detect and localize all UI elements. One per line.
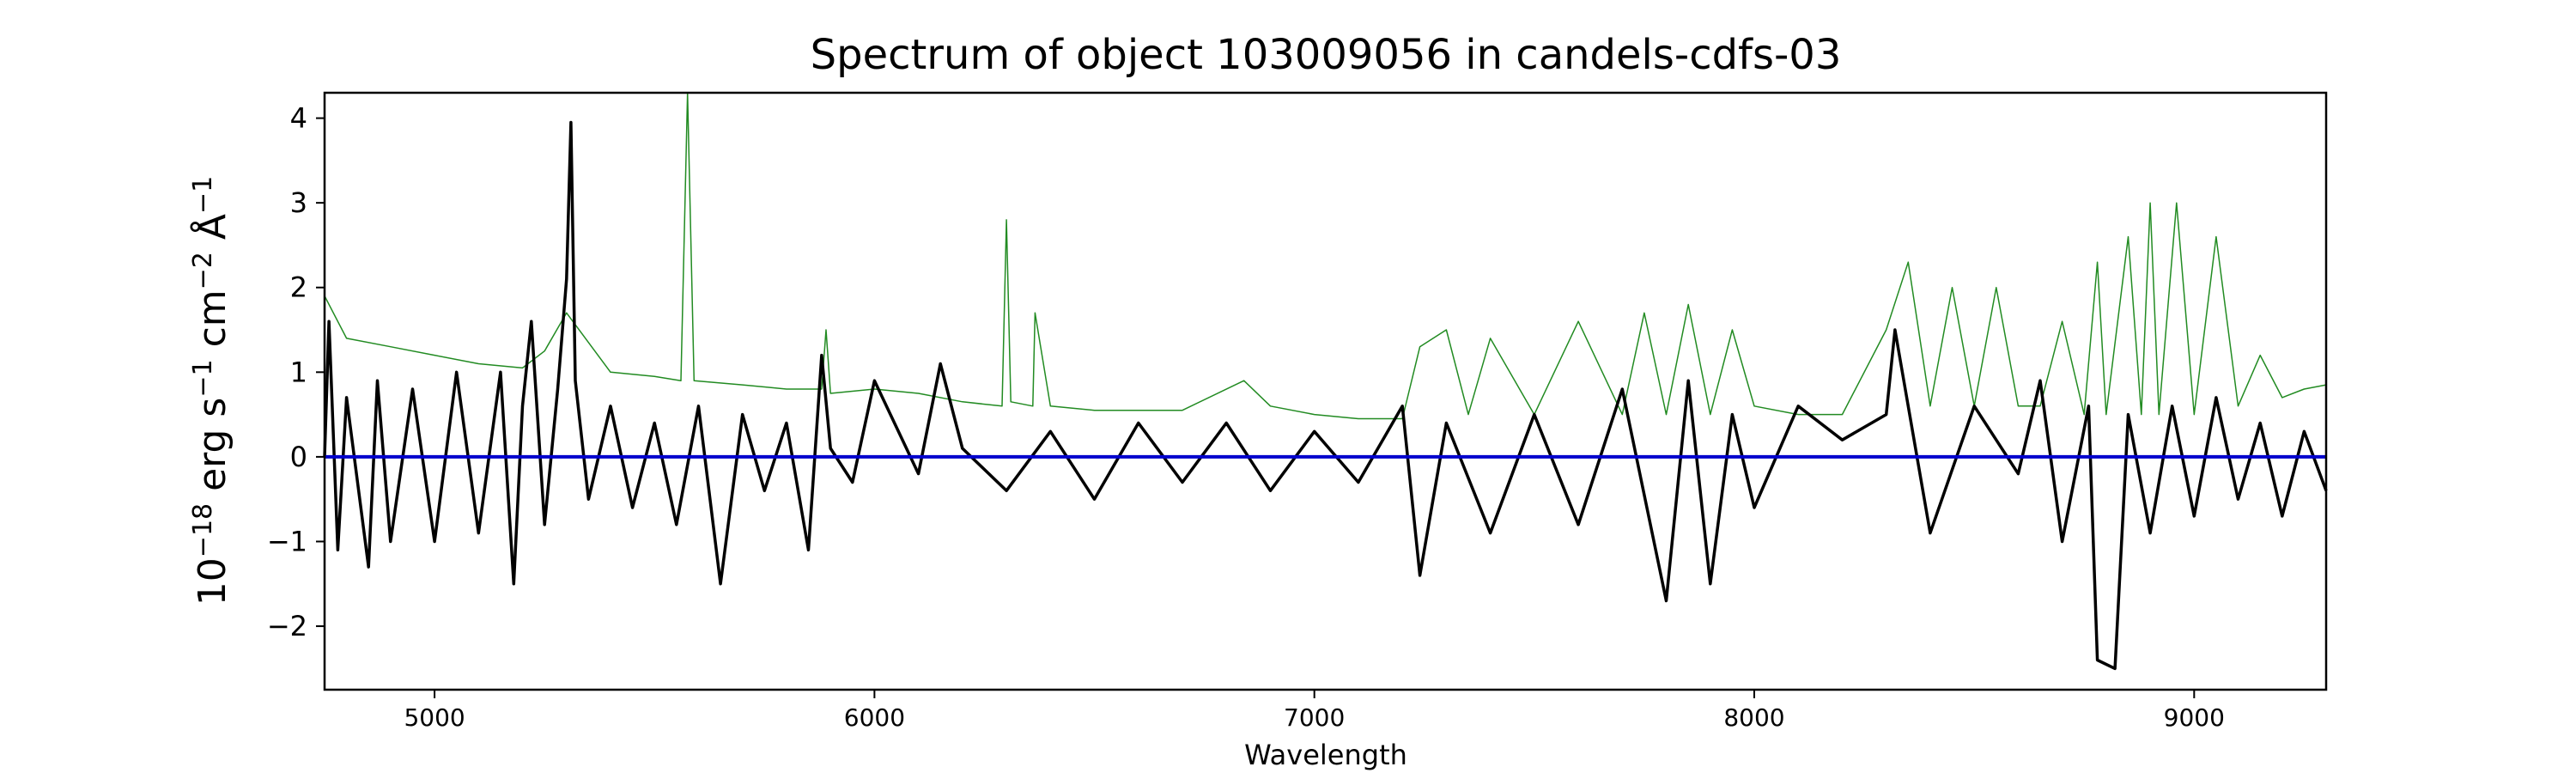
chart-title: Spectrum of object 103009056 in candels-… [811, 31, 1842, 79]
ylabel-unit3-exp: −1 [188, 176, 218, 214]
y-axis: −2 −1 0 1 2 3 4 [267, 102, 325, 642]
series-line-1 [323, 120, 2328, 671]
y-tick-label: −2 [267, 610, 307, 642]
y-tick-label: −1 [267, 525, 307, 557]
series-line-0 [324, 92, 2327, 420]
x-tick-label: 5000 [404, 703, 465, 732]
x-tick-label: 6000 [844, 703, 905, 732]
y-tick-label: 0 [290, 441, 307, 473]
y-axis-label: 10−18 erg s−1 cm−2 Å−1 [188, 176, 234, 606]
plot-area [323, 92, 2328, 671]
x-axis-label: Wavelength [1244, 739, 1407, 771]
x-tick-label: 8000 [1723, 703, 1784, 732]
ylabel-unit3: Å [189, 214, 234, 252]
x-tick-label: 7000 [1284, 703, 1345, 732]
ylabel-unit2: cm [191, 289, 234, 359]
x-axis: 5000 6000 7000 8000 9000 [404, 690, 2225, 732]
ylabel-unit2-exp: −2 [188, 252, 218, 289]
y-tick-label: 3 [290, 186, 307, 219]
ylabel-unit1-exp: −1 [188, 359, 218, 397]
y-tick-label: 2 [290, 271, 307, 304]
y-tick-label: 1 [290, 356, 307, 388]
ylabel-base: 10 [191, 557, 234, 606]
ylabel-unit1: erg s [191, 398, 234, 503]
ylabel-exp: −18 [188, 503, 218, 557]
y-tick-label: 4 [290, 102, 307, 135]
x-tick-label: 9000 [2164, 703, 2225, 732]
plot-frame [323, 91, 2328, 691]
